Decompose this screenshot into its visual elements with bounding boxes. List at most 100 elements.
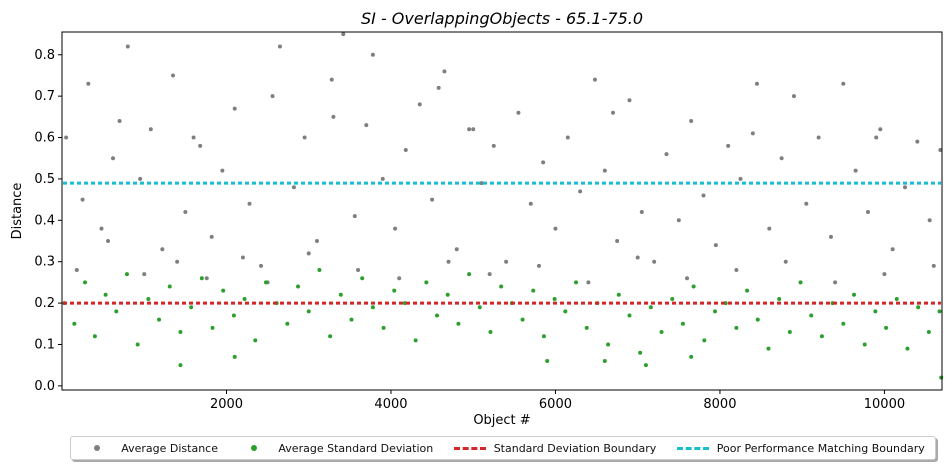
data-point-1-59 <box>691 284 696 289</box>
data-point-0-62 <box>804 201 809 206</box>
data-point-1-65 <box>755 317 760 322</box>
data-point-0-50 <box>652 259 657 264</box>
data-point-0-82 <box>356 267 361 272</box>
y-tick-label: 0.2 <box>34 296 55 311</box>
data-point-0-49 <box>639 210 644 215</box>
data-point-0-96 <box>191 135 196 140</box>
data-point-1-60 <box>702 338 707 343</box>
data-point-1-17 <box>242 296 247 301</box>
data-point-1-55 <box>648 305 653 310</box>
data-point-0-77 <box>175 259 180 264</box>
y-tick-label: 0.6 <box>34 131 55 146</box>
data-point-1-12 <box>189 305 194 310</box>
data-point-1-40 <box>488 330 493 335</box>
data-point-0-73 <box>938 147 943 152</box>
data-point-0-3 <box>99 226 104 231</box>
data-point-0-1 <box>80 197 85 202</box>
data-point-1-89 <box>939 375 944 380</box>
data-point-1-69 <box>798 280 803 285</box>
data-point-0-31 <box>430 197 435 202</box>
data-point-0-15 <box>247 201 252 206</box>
data-point-0-81 <box>306 251 311 256</box>
data-point-0-61 <box>791 94 796 99</box>
data-point-0-68 <box>878 127 883 132</box>
data-point-1-22 <box>296 284 301 289</box>
data-point-1-66 <box>766 346 771 351</box>
data-point-1-32 <box>402 301 407 306</box>
data-point-0-92 <box>833 280 838 285</box>
data-point-0-9 <box>171 73 176 78</box>
data-point-1-26 <box>338 292 343 297</box>
data-point-0-89 <box>685 276 690 281</box>
data-point-1-3 <box>92 334 97 339</box>
y-tick-label: 0.4 <box>34 213 55 228</box>
data-point-0-28 <box>393 226 398 231</box>
legend-entry-std-boundary: Standard Deviation Boundary <box>453 442 656 455</box>
data-point-0-19 <box>291 185 296 190</box>
data-point-0-25 <box>364 123 369 128</box>
data-point-0-38 <box>504 259 509 264</box>
legend: Average Distance Average Standard Deviat… <box>70 436 936 460</box>
legend-label: Average Distance <box>121 441 218 455</box>
x-tick-label: 2000 <box>210 397 243 412</box>
data-point-1-51 <box>606 342 611 347</box>
data-point-1-31 <box>392 288 397 293</box>
data-point-1-34 <box>424 280 429 285</box>
data-point-1-68 <box>787 330 792 335</box>
data-point-1-67 <box>777 296 782 301</box>
data-point-1-1 <box>72 321 77 326</box>
data-point-1-14 <box>210 325 215 330</box>
data-point-1-87 <box>643 363 648 368</box>
data-point-1-80 <box>916 305 921 310</box>
x-tick-label: 10000 <box>864 397 905 412</box>
data-point-0-26 <box>370 52 375 57</box>
data-point-0-59 <box>767 226 772 231</box>
data-point-1-37 <box>456 321 461 326</box>
data-point-0-63 <box>816 135 821 140</box>
data-point-0-95 <box>117 118 122 123</box>
data-point-0-99 <box>611 110 616 115</box>
data-point-1-74 <box>852 292 856 297</box>
data-point-0-60 <box>779 156 784 161</box>
data-point-0-27 <box>380 176 385 181</box>
data-point-1-41 <box>499 284 504 289</box>
y-axis: 0.0 0.1 0.2 0.3 0.4 0.5 0.6 0.7 0.8 <box>34 48 62 394</box>
x-tick-label: 6000 <box>539 397 572 412</box>
legend-entry-average-std: Average Standard Deviation <box>238 442 433 455</box>
data-point-1-39 <box>477 305 482 310</box>
data-point-0-51 <box>664 152 669 157</box>
data-point-1-29 <box>370 305 375 310</box>
y-tick-label: 0.7 <box>34 89 55 104</box>
boundary-lines <box>63 181 941 305</box>
data-point-1-64 <box>745 288 750 293</box>
data-point-0-17 <box>270 94 275 99</box>
data-point-0-14 <box>232 106 237 111</box>
data-point-0-83 <box>397 276 402 281</box>
data-point-1-11 <box>178 330 183 335</box>
data-point-0-88 <box>635 255 640 260</box>
data-point-1-23 <box>306 309 311 314</box>
legend-marker-dot-icon <box>238 444 270 452</box>
data-point-0-86 <box>537 263 542 268</box>
data-point-1-35 <box>435 313 440 318</box>
data-point-1-52 <box>616 292 621 297</box>
legend-marker-dash-icon <box>676 447 709 450</box>
data-point-1-73 <box>841 321 846 326</box>
data-point-1-71 <box>819 334 824 339</box>
data-point-0-16 <box>259 263 264 268</box>
data-point-1-6 <box>124 272 129 277</box>
data-point-1-21 <box>285 321 290 326</box>
data-point-1-79 <box>905 346 910 351</box>
data-point-1-63 <box>734 325 739 330</box>
data-point-0-44 <box>578 189 583 194</box>
data-point-0-52 <box>676 218 681 223</box>
data-point-0-21 <box>314 239 319 244</box>
data-point-1-78 <box>894 296 899 301</box>
data-point-0-12 <box>209 234 214 239</box>
data-point-0-97 <box>331 114 336 119</box>
data-point-0-37 <box>491 143 496 148</box>
data-point-0-101 <box>874 135 879 140</box>
data-point-0-100 <box>750 131 755 136</box>
data-point-0-47 <box>615 239 620 244</box>
